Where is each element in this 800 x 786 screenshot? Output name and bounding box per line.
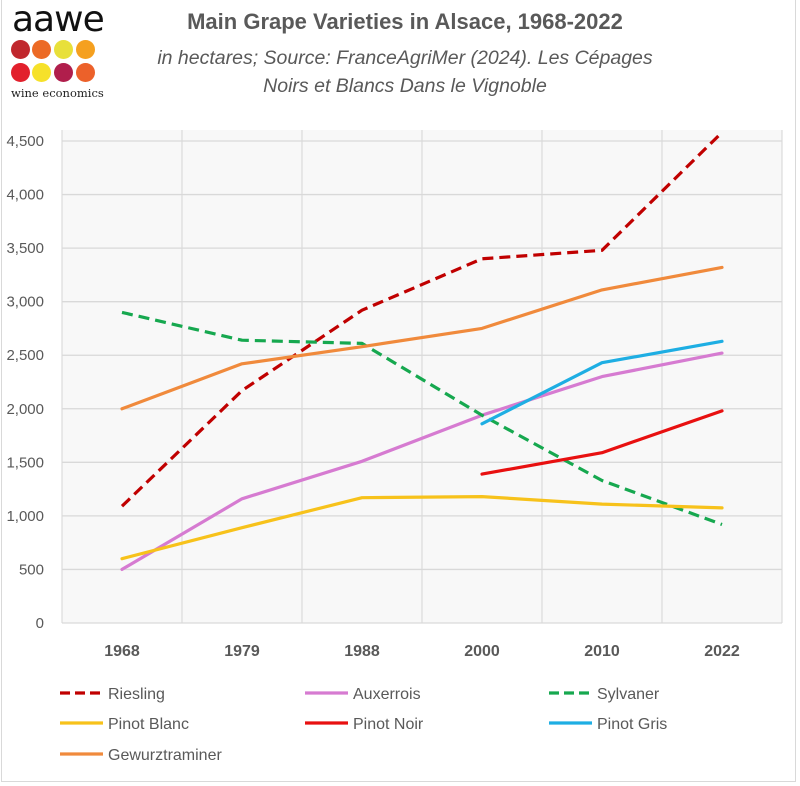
legend-label: Pinot Noir: [353, 716, 424, 733]
logo-dot: [11, 40, 30, 59]
logo-dot: [54, 63, 73, 82]
y-tick-label: 3,500: [6, 240, 44, 257]
legend-label: Pinot Blanc: [108, 716, 189, 733]
series-line-pinot-blanc: [120, 495, 724, 561]
y-tick-label: 2,000: [6, 401, 44, 418]
legend: Riesling Auxerrois Sylvaner Pinot Blanc Pino…: [60, 686, 667, 764]
chart-subtitle: in hectares; Source: FranceAgriMer (2024…: [120, 44, 690, 100]
logo-dot: [32, 63, 51, 82]
y-tick-label: 2,500: [6, 347, 44, 364]
y-tick-label: 4,000: [6, 187, 44, 204]
x-tick-label: 2000: [464, 643, 500, 660]
y-tick-label: 4,500: [6, 133, 44, 150]
x-tick-label: 1988: [344, 643, 380, 660]
legend-label: Gewurztraminer: [108, 747, 222, 764]
x-tick-label: 1968: [104, 643, 140, 660]
x-axis-ticks: 1968 1979 1988 2000 2010 2022: [104, 643, 740, 660]
legend-label: Sylvaner: [597, 686, 660, 703]
y-tick-label: 0: [36, 615, 44, 632]
series-line-sylvaner: [121, 310, 723, 527]
logo-dot: [32, 40, 51, 59]
logo-tagline: wine economics: [11, 86, 104, 100]
logo-dot: [54, 40, 73, 59]
gridlines: [61, 130, 783, 624]
chart-subtitle-line2: Noirs et Blancs Dans le Vignoble: [263, 75, 547, 97]
series-line-riesling: [120, 131, 724, 508]
y-tick-label: 500: [19, 561, 44, 578]
aawe-logo: aawe wine economics: [8, 0, 108, 101]
logo-dot: [11, 63, 30, 82]
logo-dot: [76, 63, 95, 82]
legend-label: Auxerrois: [353, 686, 421, 703]
legend-label: Riesling: [108, 686, 165, 703]
y-tick-label: 3,000: [6, 294, 44, 311]
y-tick-label: 1,000: [6, 508, 44, 525]
series-line-auxerrois: [120, 351, 724, 572]
logo-dot: [76, 40, 95, 59]
y-axis-ticks: 0 500 1,000 1,500 2,000 2,500 3,000 3,500 4,000 4…: [6, 133, 44, 632]
logo-wordmark: aawe: [12, 0, 105, 40]
y-tick-label: 1,500: [6, 454, 44, 471]
legend-label: Pinot Gris: [597, 716, 667, 733]
chart-title: Main Grape Varieties in Alsace, 1968-202…: [187, 9, 623, 34]
series-lines: [120, 131, 724, 572]
x-tick-label: 2022: [704, 643, 740, 660]
series-line-gewurztraminer: [120, 265, 724, 411]
series-line-pinot-noir: [480, 409, 724, 476]
x-tick-label: 1979: [224, 643, 260, 660]
x-tick-label: 2010: [584, 643, 620, 660]
series-line-pinot-gris: [480, 339, 724, 426]
chart-subtitle-line1: in hectares; Source: FranceAgriMer (2024…: [157, 47, 653, 69]
